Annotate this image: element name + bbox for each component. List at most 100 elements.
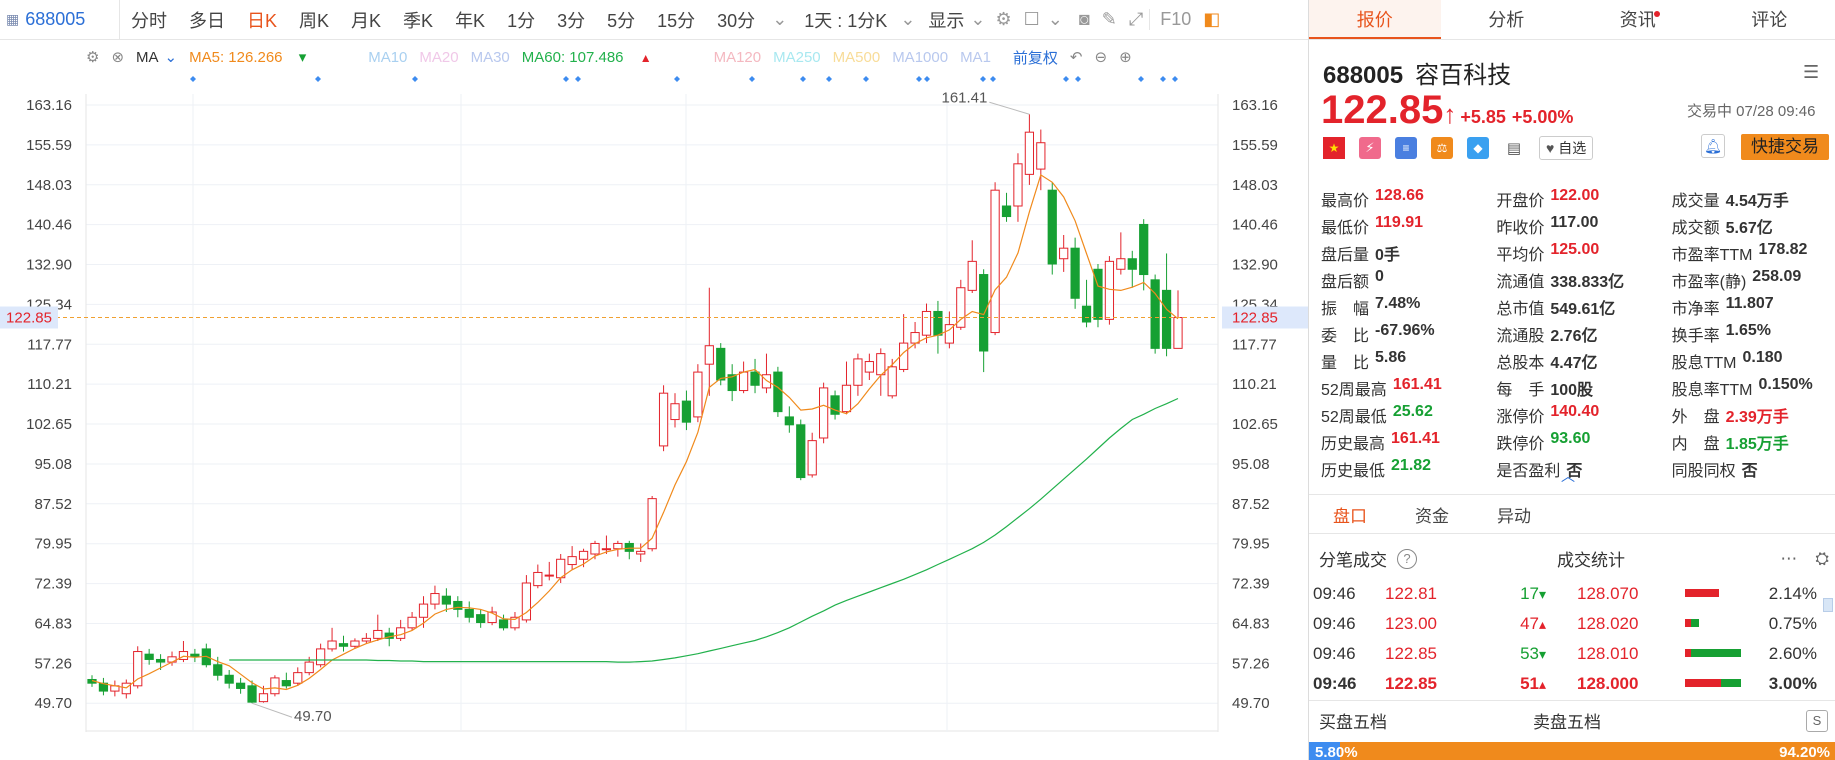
quick-trade-button[interactable]: 快捷交易 — [1741, 134, 1829, 160]
stat-value: -67.96% — [1375, 321, 1435, 339]
ma10-label[interactable]: MA10 — [368, 48, 408, 66]
timeframe-tab[interactable]: 季K — [403, 10, 434, 31]
settings-icon[interactable]: ⛭ — [1815, 548, 1829, 568]
sell-fill — [1685, 679, 1722, 687]
tab-order-book[interactable]: 盘口 — [1333, 506, 1367, 526]
timeframe-tab[interactable]: 月K — [351, 10, 382, 31]
stats-row: 最高价 128.66 开盘价 122.00 成交量 4.54万手 — [1321, 185, 1831, 212]
stat-key: 涨停价 — [1496, 408, 1545, 426]
stat-price: 128.020 — [1577, 614, 1639, 633]
candle-body — [133, 651, 143, 687]
close-icon[interactable]: ⊗ — [111, 49, 125, 66]
kline-chart[interactable]: 163.16 163.16 155.59 155.59 148.03 148.03 140.… — [0, 72, 1308, 732]
gear-icon[interactable]: ⚙ — [995, 9, 1012, 29]
candle-body — [235, 682, 246, 689]
tab-quote[interactable]: 报价 — [1309, 0, 1441, 39]
stat-cell: 量 比 5.86 — [1321, 349, 1496, 373]
candle-body — [670, 403, 680, 421]
f10-button[interactable]: F10 — [1149, 9, 1197, 30]
fullscreen-icon[interactable]: ⤢ — [1128, 9, 1144, 29]
tick-volume: 53 — [1520, 644, 1539, 663]
undo-icon[interactable]: ↶ — [1069, 49, 1083, 66]
timeframe-tab[interactable]: 3分 — [557, 10, 586, 31]
candle-body — [887, 366, 897, 397]
ma20-label[interactable]: MA20 — [419, 48, 459, 66]
candle-body — [1093, 268, 1103, 320]
timeframe-tab[interactable]: 周K — [299, 10, 330, 31]
ma500-label[interactable]: MA500 — [832, 48, 881, 66]
multi-period-selector[interactable]: 1天 : 1分K — [804, 10, 888, 31]
ma120-label[interactable]: MA120 — [713, 48, 762, 66]
candle-body — [304, 661, 314, 674]
gear-icon[interactable]: ⚙ — [86, 49, 100, 66]
chevron-down-icon[interactable]: ⌄ — [970, 9, 986, 29]
stat-value: 338.833亿 — [1550, 273, 1625, 291]
bookmark-icon[interactable]: ▤ — [1506, 140, 1522, 157]
timeframe-tab[interactable]: 年K — [455, 10, 486, 31]
zoom-in-icon[interactable]: ⊕ — [1119, 49, 1132, 66]
ticks-scrollbar[interactable] — [1823, 598, 1833, 612]
candle-body — [418, 603, 429, 618]
camera-icon[interactable]: ◙ — [1078, 9, 1090, 29]
help-icon[interactable]: ? — [1397, 548, 1417, 569]
china-flag-icon[interactable]: ★ — [1323, 137, 1345, 159]
tag-icon[interactable]: ◆ — [1467, 137, 1489, 159]
add-watchlist-button[interactable]: ♥ 自选 — [1539, 136, 1594, 160]
stat-cell: 流通股 2.76亿 — [1496, 322, 1671, 346]
up-triangle-icon: ▴ — [1539, 615, 1547, 632]
bell-icon[interactable]: 🔔︎ — [1701, 134, 1725, 158]
ma1-label[interactable]: MA1 — [960, 48, 991, 66]
database-icon[interactable]: ≡ — [1395, 137, 1417, 159]
candle-body — [1070, 247, 1080, 299]
adjust-mode-button[interactable]: 前复权 — [1012, 49, 1058, 67]
timeframe-tab[interactable]: 分时 — [131, 10, 167, 31]
timeframe-tab[interactable]: 日K — [247, 10, 278, 31]
balance-icon[interactable]: ⚖ — [1431, 137, 1453, 159]
y-tick-label: 72.39 — [1232, 576, 1270, 593]
stat-cell: 平均价 125.00 — [1496, 241, 1671, 265]
candle-body — [716, 347, 726, 381]
y-tick-label: 163.16 — [1232, 97, 1278, 114]
stat-value: 4.54万手 — [1725, 192, 1789, 210]
panel-toggle-icon[interactable]: ◧ — [1203, 9, 1221, 29]
timeframe-tab[interactable]: 15分 — [657, 10, 696, 31]
tab-news[interactable]: 资讯 — [1572, 0, 1704, 39]
chevron-down-icon[interactable]: ⌄ — [1047, 9, 1063, 29]
stat-cell: 盘后额 0 — [1321, 268, 1496, 292]
y-tick-label: 140.46 — [1232, 217, 1278, 234]
chevron-down-icon[interactable]: ⌄ — [164, 49, 178, 66]
chevron-down-icon[interactable]: ⌄ — [772, 9, 788, 29]
pencil-icon[interactable]: ✎ — [1101, 9, 1117, 29]
collapse-icon[interactable]: ︿ — [1561, 468, 1575, 484]
stock-code-box[interactable]: ▦ 688005 — [0, 0, 120, 40]
more-icon[interactable]: ⋯ — [1780, 548, 1798, 568]
timeframe-tab[interactable]: 30分 — [717, 10, 756, 31]
stat-value: 140.40 — [1550, 402, 1600, 420]
tab-fund-flow[interactable]: 资金 — [1415, 506, 1449, 526]
timeframe-tab[interactable]: 5分 — [607, 10, 636, 31]
sell-fill — [1685, 649, 1691, 657]
stat-key: 外 盘 — [1671, 408, 1720, 426]
ma30-label[interactable]: MA30 — [470, 48, 510, 66]
ma1000-label[interactable]: MA1000 — [892, 48, 949, 66]
trade-status: 交易中 07/28 09:46 — [1687, 103, 1816, 120]
stat-value: 117.00 — [1550, 213, 1599, 231]
timeframe-tab[interactable]: 多日 — [189, 10, 225, 31]
ma-indicator-bar: ⚙ ⊗ MA ⌄ MA5: 126.266 ▾ MA10 MA20 MA30 M… — [86, 42, 1296, 72]
candle-body — [407, 616, 417, 629]
tab-analysis[interactable]: 分析 — [1488, 10, 1525, 30]
candle-body — [464, 608, 474, 618]
display-menu[interactable]: 显示 — [928, 10, 965, 31]
sort-icon[interactable]: S — [1806, 709, 1828, 732]
candle-body — [647, 498, 657, 550]
square-icon[interactable]: ☐ — [1023, 9, 1040, 29]
chevron-down-icon[interactable]: ⌄ — [900, 9, 916, 29]
tab-comments[interactable]: 评论 — [1751, 10, 1788, 30]
ma-selector[interactable]: MA — [136, 48, 159, 66]
list-icon[interactable]: ☰ — [1803, 62, 1820, 82]
tab-anomaly[interactable]: 异动 — [1497, 506, 1531, 526]
ma250-label[interactable]: MA250 — [773, 48, 821, 66]
zoom-out-icon[interactable]: ⊖ — [1094, 49, 1108, 66]
timeframe-tab[interactable]: 1分 — [507, 10, 536, 31]
lightning-icon[interactable]: ⚡ — [1359, 137, 1381, 159]
